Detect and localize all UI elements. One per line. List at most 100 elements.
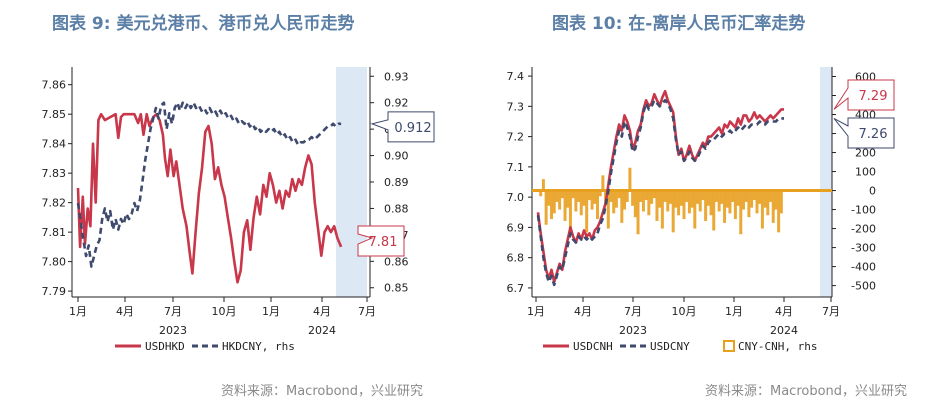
bar-2 [739, 190, 743, 235]
x-tick-label: 1月 [725, 305, 743, 318]
left-tick-label: 7.0 [507, 191, 525, 204]
callout-box [833, 79, 895, 111]
bar-2 [731, 190, 735, 202]
bar-2 [582, 190, 586, 206]
bar-2 [628, 167, 632, 191]
bar-2 [717, 190, 721, 212]
bar-2 [744, 190, 748, 202]
bar-2 [585, 190, 589, 233]
bar-2 [758, 190, 762, 204]
callout-box [357, 225, 405, 257]
x-tick-label: 1月 [262, 305, 280, 318]
left-tick-label: 6.7 [507, 282, 525, 295]
bar-2 [639, 190, 643, 202]
legend-swatch [723, 340, 735, 352]
left-chart-title: 图表 9: 美元兑港币、港币兑人民币走势 [52, 14, 355, 34]
left-tick-label: 6.9 [507, 221, 525, 234]
bar-2 [736, 190, 740, 206]
right-tick-label: -300 [851, 242, 876, 255]
x-tick-label: 4月 [116, 305, 134, 318]
callout-label: 7.26 [859, 127, 888, 142]
bar-2 [696, 190, 700, 204]
bar-2 [714, 190, 718, 202]
chart-2: 6.7 6.8 6.9 7.0 7.1 7.2 7.3 7.4 -500 -400 -300 -200… [507, 67, 895, 353]
right-tick-label: 0.92 [384, 97, 409, 110]
bar-2 [709, 190, 713, 216]
bar-2 [690, 190, 694, 208]
bar-2 [728, 190, 732, 214]
bar-2 [779, 190, 783, 214]
bar-2 [590, 190, 594, 210]
bar-2 [558, 190, 562, 210]
bar-2 [631, 190, 635, 206]
left-tick-label: 7.84 [42, 138, 67, 151]
callout-box [370, 111, 435, 143]
bar-2 [552, 190, 556, 214]
left-tick-label: 7.1 [507, 161, 525, 174]
bar-2 [579, 190, 583, 216]
legend-label: CNY-CNH, rhs [738, 340, 817, 353]
bar-2 [766, 190, 770, 216]
bar-2 [598, 190, 602, 197]
legend-label: USDHKD [145, 340, 185, 353]
bar-2 [687, 190, 691, 214]
left-tick-label: 7.83 [42, 167, 67, 180]
left-tick-label: 7.85 [42, 108, 67, 121]
left-tick-label: 7.86 [42, 79, 67, 92]
bar-2 [614, 190, 618, 208]
bar-2 [682, 190, 686, 220]
bar-2 [633, 190, 637, 218]
legend-label: HKDCNY, rhs [222, 340, 295, 353]
x-tick-label: 4月 [313, 305, 331, 318]
x-tick-label: 10月 [672, 305, 697, 318]
right-tick-label: 0.88 [384, 202, 409, 215]
chart-1: 7.79 7.80 7.81 7.82 7.83 7.84 7.85 7.86 0.85 0.86… [42, 67, 435, 353]
bar-2 [677, 190, 681, 216]
x-tick-label: 1月 [527, 305, 545, 318]
bar-2 [550, 190, 554, 220]
bar-2 [771, 190, 775, 223]
bar-2 [623, 190, 627, 210]
right-tick-label: 0.90 [384, 150, 409, 163]
bar-2 [587, 190, 591, 201]
series-line-usdcnh [536, 89, 784, 284]
bar-2 [566, 190, 570, 208]
bar-2 [612, 190, 616, 214]
right-tick-label: 0.85 [384, 282, 409, 295]
highlight-band [336, 67, 367, 297]
bar-2 [679, 190, 683, 206]
right-tick-label: 100 [855, 166, 876, 179]
bar-2 [723, 190, 727, 223]
legend-label: USDCNH [573, 340, 613, 353]
bar-2 [712, 190, 716, 231]
bar-2 [741, 190, 745, 210]
bar-2 [774, 190, 778, 210]
left-tick-label: 7.80 [42, 256, 67, 269]
bar-2 [720, 190, 724, 204]
bar-2 [658, 190, 662, 208]
x-tick-label: 7月 [624, 305, 642, 318]
right-tick-label: 0.86 [384, 255, 409, 268]
right-tick-label: 0 [869, 185, 876, 198]
right-tick-label: -500 [851, 280, 876, 293]
bar-2 [769, 190, 773, 202]
right-tick-label: -100 [851, 204, 876, 217]
bar-2 [663, 190, 667, 202]
bar-2 [685, 190, 689, 202]
bar-2 [747, 190, 751, 218]
series-line-usdcny [536, 99, 784, 287]
bar-2 [701, 190, 705, 201]
x-year-label: 2023 [619, 324, 647, 337]
left-tick-label: 7.4 [507, 70, 525, 83]
series-line-usdhkd [76, 112, 343, 284]
bar-2 [574, 190, 578, 212]
bar-2 [655, 190, 659, 221]
bar-2 [571, 190, 575, 199]
right-tick-label: -200 [851, 223, 876, 236]
x-year-label: 2023 [159, 324, 187, 337]
bar-2 [593, 190, 597, 204]
bar-2 [560, 190, 564, 199]
bar-2 [541, 179, 545, 191]
x-tick-label: 7月 [164, 305, 182, 318]
bar-2 [752, 190, 756, 201]
